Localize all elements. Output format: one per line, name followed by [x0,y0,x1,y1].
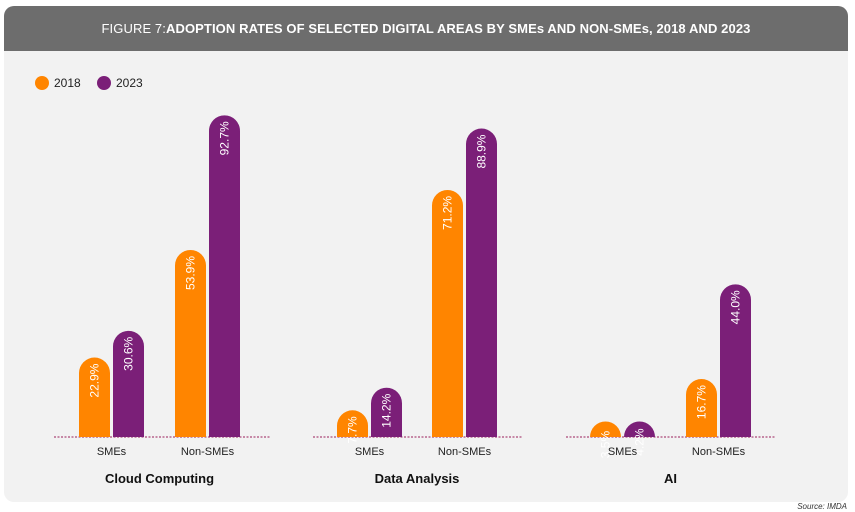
category-label: Non-SMEs [181,446,235,458]
data-label: 92.7% [218,121,232,155]
bar-2023 [209,115,240,437]
category-label: Non-SMEs [692,446,746,458]
group-title: Data Analysis [375,471,460,486]
bar-2023 [624,421,655,437]
group-title: Cloud Computing [105,471,214,486]
group-data-analysis: 7.7% 14.2% SMEs 71.2% 88.9% Non-SMEs Data Anal… [313,128,522,486]
group-title: AI [664,471,677,486]
data-label: 44.0% [729,290,743,324]
data-label: 7.7% [346,416,360,444]
data-label: 14.2% [380,393,394,427]
legend-label-2018: 2018 [54,76,81,90]
figure-card: FIGURE 7: ADOPTION RATES OF SELECTED DIG… [4,6,848,502]
bar-2023 [466,128,497,438]
bar-2018 [432,189,463,437]
data-label: 4.2% [633,428,647,456]
legend: 2018 2023 [35,76,143,90]
category-label: SMEs [355,446,385,458]
data-label: 30.6% [122,336,136,370]
figure-title: FIGURE 7: ADOPTION RATES OF SELECTED DIG… [4,6,848,51]
bar-2023 [371,387,402,437]
data-label: 16.7% [695,385,709,419]
category-label: Non-SMEs [438,446,492,458]
legend-swatch-2023 [97,76,111,90]
bar-2018 [175,249,206,437]
bar-2018 [590,421,621,437]
data-label: 71.2% [441,196,455,230]
category-label: SMEs [608,446,638,458]
figure-title-text: ADOPTION RATES OF SELECTED DIGITAL AREAS… [165,21,751,36]
source-note: Source: IMDA [797,502,847,511]
group-cloud-computing: 22.9% 30.6% SMEs 53.9% 92.7% Non-SMEs Cloud Co… [54,115,270,486]
data-label: 3.5% [599,431,613,459]
bar-2018 [79,357,110,437]
category-label: SMEs [97,446,127,458]
data-label: 53.9% [184,256,198,290]
bar-2023 [113,330,144,437]
bar-2018 [337,410,368,437]
group-ai: 3.5% 4.2%SMEs 16.7% 44.0% Non-SMEs AI [566,284,775,486]
data-label: 22.9% [88,363,102,397]
bar-2023 [720,284,751,437]
figure-number: FIGURE 7: [101,21,166,36]
legend-label-2023: 2023 [116,76,143,90]
legend-swatch-2018 [35,76,49,90]
bar-2018 [686,379,717,437]
data-label: 88.9% [475,134,489,168]
